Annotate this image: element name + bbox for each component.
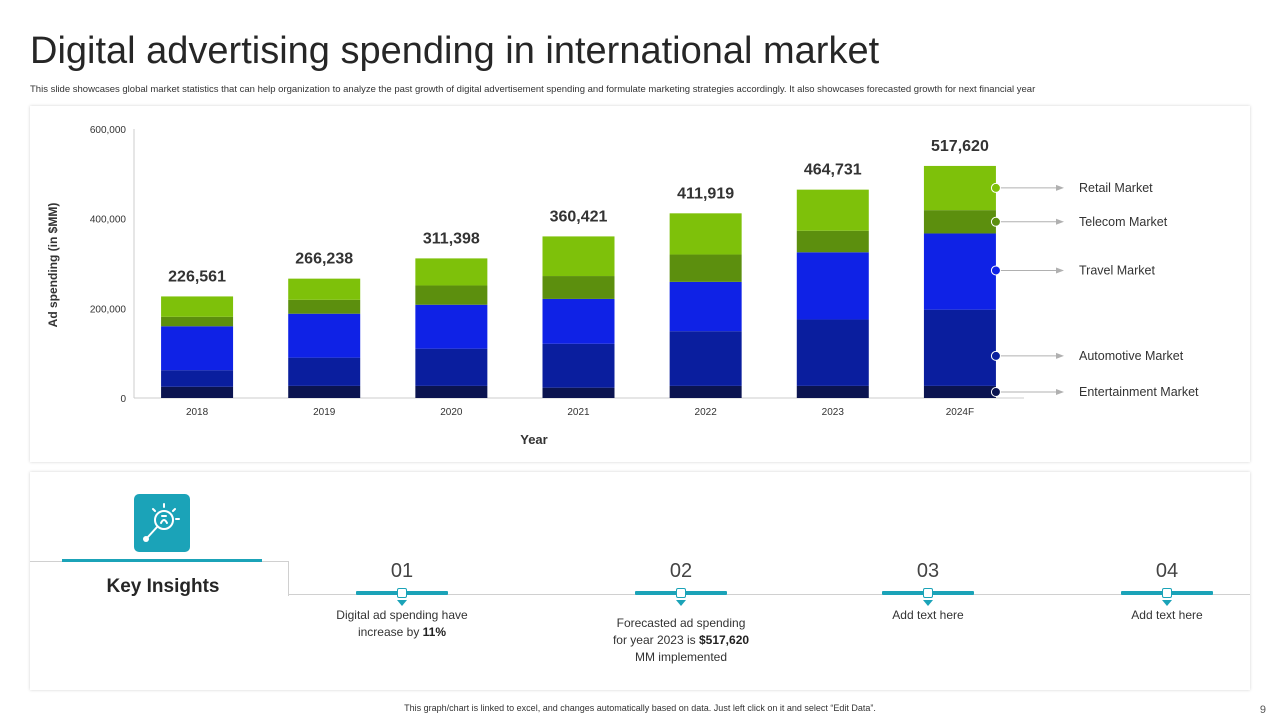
- bar-segment: [923, 165, 996, 211]
- x-tick-label: 2019: [313, 407, 336, 418]
- insight-step-arrow: [397, 600, 407, 606]
- y-tick-label: 0: [120, 394, 126, 405]
- insight-step-marker: [1162, 588, 1172, 598]
- insight-step-arrow: [1162, 600, 1172, 606]
- insight-step-arrow: [676, 600, 686, 606]
- bar-segment: [669, 213, 742, 255]
- insight-step-text: Add text here: [1131, 608, 1203, 622]
- x-tick-label: 2023: [822, 407, 845, 418]
- bar-segment: [415, 385, 488, 398]
- legend-marker: [990, 182, 1001, 193]
- insight-step-number: 01: [390, 560, 414, 582]
- x-tick-label: 2018: [186, 407, 209, 418]
- page-number: 9: [1259, 704, 1266, 716]
- bar-segment: [415, 285, 488, 305]
- bar-segment: [669, 385, 742, 398]
- legend-label: Telecom Market: [1079, 215, 1168, 229]
- bar-segment: [161, 326, 234, 371]
- bar-total-label: 411,919: [677, 185, 734, 202]
- bar-segment: [923, 233, 996, 310]
- bar-segment: [161, 296, 234, 317]
- bar-total-label: 266,238: [295, 251, 353, 268]
- bar-segment: [288, 278, 361, 300]
- legend-arrow: [1056, 218, 1064, 225]
- bar-segment: [542, 276, 615, 299]
- bar-segment: [796, 252, 869, 320]
- insight-step-number: 02: [669, 560, 693, 582]
- legend-marker: [990, 350, 1001, 361]
- bar-segment: [415, 304, 488, 349]
- legend-arrow: [1056, 267, 1064, 274]
- footer-note: This graph/chart is linked to excel, and…: [404, 703, 876, 713]
- bar-segment: [796, 319, 869, 386]
- y-axis-label: Ad spending (in $MM): [46, 203, 60, 328]
- lightbulb-magnifier-icon: [134, 494, 190, 552]
- insight-step-arrow: [923, 600, 933, 606]
- bar-segment: [796, 230, 869, 253]
- bar-segment: [161, 386, 234, 398]
- legend-label: Entertainment Market: [1079, 385, 1199, 399]
- legend-label: Travel Market: [1079, 263, 1155, 277]
- bar-segment: [796, 189, 869, 231]
- bar-total-label: 517,620: [931, 138, 989, 155]
- bar-total-label: 464,731: [804, 162, 862, 179]
- page-subtitle: This slide showcases global market stati…: [30, 84, 1036, 95]
- insight-step-marker: [397, 588, 407, 598]
- bar-segment: [288, 313, 361, 358]
- y-tick-label: 600,000: [90, 125, 127, 136]
- bar-segment: [923, 210, 996, 234]
- timeline-line: [288, 594, 1250, 595]
- legend-label: Retail Market: [1079, 181, 1153, 195]
- bar-segment: [796, 385, 869, 398]
- legend-arrow: [1056, 184, 1064, 191]
- insight-step-text: Add text here: [892, 608, 964, 622]
- bar-total-label: 311,398: [423, 230, 480, 247]
- bar-segment: [542, 298, 615, 344]
- legend-label: Automotive Market: [1079, 349, 1184, 363]
- bar-segment: [923, 385, 996, 398]
- bar-total-label: 226,561: [168, 268, 226, 285]
- bar-segment: [415, 258, 488, 286]
- bar-segment: [542, 387, 615, 398]
- bar-segment: [415, 348, 488, 386]
- insight-step-marker: [676, 588, 686, 598]
- insight-step-text: Forecasted ad spending for year 2023 is $…: [612, 616, 750, 664]
- bar-segment: [288, 299, 361, 314]
- bar-total-label: 360,421: [550, 208, 608, 225]
- x-tick-label: 2021: [567, 407, 590, 418]
- insight-step-marker: [923, 588, 933, 598]
- page-title: Digital advertising spending in internat…: [30, 30, 880, 72]
- x-tick-label: 2022: [695, 407, 718, 418]
- bar-segment: [542, 236, 615, 277]
- chart-panel: [30, 106, 1250, 462]
- insight-step-text: Digital ad spending have increase by 11%: [336, 608, 468, 639]
- bar-segment: [669, 281, 742, 332]
- insight-step-number: 04: [1155, 560, 1179, 582]
- legend-arrow: [1056, 352, 1064, 359]
- bar-segment: [288, 357, 361, 386]
- bar-segment: [288, 385, 361, 398]
- legend-arrow: [1056, 389, 1064, 395]
- key-insights-heading: Key Insights: [106, 576, 220, 597]
- key-insights-accent: [62, 559, 262, 562]
- bar-segment: [669, 331, 742, 386]
- x-tick-label: 2024F: [946, 407, 974, 418]
- legend-marker: [990, 387, 1001, 397]
- insight-step-number: 03: [916, 560, 940, 582]
- bar-segment: [161, 316, 234, 327]
- legend-marker: [990, 265, 1001, 276]
- bar-segment: [161, 370, 234, 387]
- x-axis-label: Year: [520, 432, 547, 447]
- y-tick-label: 200,000: [90, 304, 127, 315]
- bar-segment: [923, 309, 996, 386]
- legend-marker: [990, 216, 1001, 227]
- stacked-bar-chart[interactable]: 0 200,000 400,000 600,000 Ad spending (in $M…: [0, 0, 1280, 470]
- x-tick-label: 2020: [440, 407, 463, 418]
- y-tick-label: 400,000: [90, 215, 127, 226]
- bar-segment: [669, 254, 742, 282]
- bar-segment: [542, 343, 615, 388]
